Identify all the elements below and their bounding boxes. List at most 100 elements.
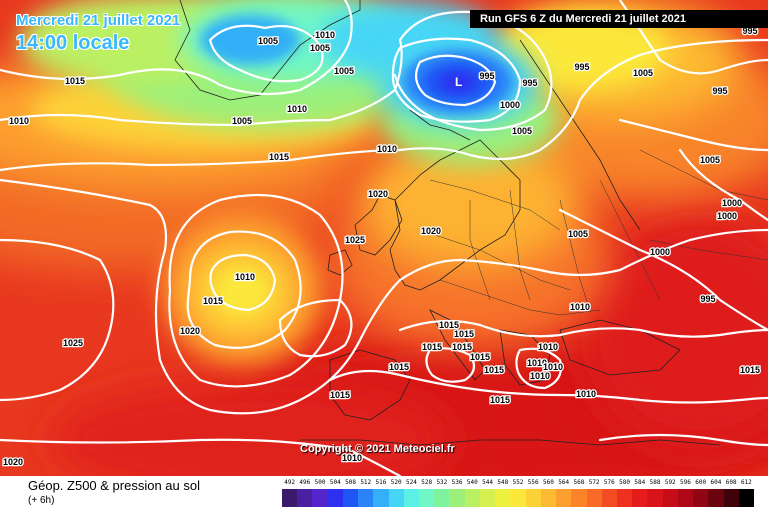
scale-swatch [662,489,679,507]
scale-tick-label: 584 [634,479,646,486]
scale-tick-label: 512 [360,479,372,486]
isobar-label: 1015 [269,152,289,162]
isobar-label: 1015 [490,395,510,405]
scale-swatch [312,489,329,507]
color-scale: 492 496 500 504 508 512 516 520 524 528 532 536 540 5… [282,479,755,509]
scale-tick-label: 492 [284,479,296,486]
scale-tick-label: 564 [558,479,570,486]
scale-swatch [327,489,344,507]
scale-swatch [616,489,633,507]
scale-swatch [540,489,557,507]
scale-swatch [388,489,405,507]
isobar-label: 1025 [345,235,365,245]
isobar-label: 1020 [421,226,441,236]
isobar-label: 1005 [232,116,252,126]
scale-tick-label: 580 [619,479,630,486]
scale-tick-label: 612 [740,479,752,486]
isobar-label: 995 [522,78,537,88]
isobar-label: 1010 [235,272,255,282]
isobar-label: 1000 [650,247,670,257]
isobar-label: 1005 [700,155,720,165]
scale-tick-label: 592 [664,479,676,486]
scale-tick-label: 596 [680,479,691,486]
scale-swatch [434,489,450,507]
isobar-label: 995 [574,62,589,72]
isobar-labels: 1005 1010 1005 1005 1010 1005 1015 1010 1015 1010… [2,25,762,469]
scale-swatch [282,489,298,507]
scale-swatch [495,489,511,507]
map-footer: Géop. Z500 & pression au sol (+ 6h) 492 4… [0,476,768,512]
isobar-label: 1010 [527,358,547,368]
isobar-label: 1015 [452,342,472,352]
scale-swatch [403,489,420,507]
scale-swatch [738,489,755,507]
scale-swatch [358,489,374,507]
isobar-label: 1010 [9,116,29,126]
valid-date: Mercredi 21 juillet 2021 [16,12,181,29]
geopotential-map: L 10051010100510051010100510151010101510… [0,0,768,476]
scale-swatch [449,489,466,507]
isobar-label: 1010 [530,371,550,381]
isobar-label: 1020 [368,189,388,199]
isobar-label: 1015 [470,352,490,362]
isobar-label: 1000 [717,211,737,221]
scale-swatch [510,489,527,507]
scale-tick-label: 556 [527,479,539,486]
isobar-label: 1005 [512,126,532,136]
scale-tick-label: 568 [573,479,585,486]
isobar-label: 1010 [570,302,590,312]
low-pressure-marker: L [455,75,462,89]
model-run-label: Run GFS 6 Z du Mercredi 21 juillet 2021 [470,10,768,28]
isobar-label: 1015 [439,320,459,330]
isobar-label: 1010 [287,104,307,114]
isobar-label: 1015 [330,390,350,400]
isobars [0,0,768,476]
isobar-label: 1005 [310,43,330,53]
scale-tick-label: 520 [390,479,402,486]
scale-tick-label: 516 [375,479,387,486]
scale-tick-label: 604 [710,479,722,486]
scale-tick-label: 548 [497,479,509,486]
scale-tick-label: 572 [588,479,600,486]
scale-tick-label: 600 [695,479,707,486]
scale-tick-label: 608 [725,479,737,486]
scale-swatch [677,489,694,507]
scale-tick-label: 552 [512,479,524,486]
coastlines [174,0,721,446]
weather-map: L 1005 1010 1005 1005 1010 1005 1015 1010 1015 10… [0,0,768,476]
scale-swatch [342,489,359,507]
scale-swatch [373,489,390,507]
scale-swatch [586,489,603,507]
scale-tick-label: 540 [466,479,478,486]
forecast-step: (+ 6h) [28,495,55,506]
isobar-label: 1015 [389,362,409,372]
isobar-label: 1015 [422,342,442,352]
scale-tick-label: 588 [649,479,661,486]
scale-tick-label: 536 [451,479,463,486]
copyright: Copyright © 2021 Meteociel.fr [300,443,455,455]
scale-tick-label: 496 [299,479,311,486]
scale-tick-label: 500 [314,479,326,486]
isobar-label: 1015 [484,365,504,375]
isobar-label: 1000 [500,100,520,110]
scale-tick-label: 524 [405,479,417,486]
isobar-label: 995 [712,86,727,96]
scale-swatch [708,489,725,507]
isobar-label: 995 [479,71,494,81]
isobar-label: 1010 [576,389,596,399]
scale-swatch [601,489,618,507]
isobar-label: 1015 [203,296,223,306]
map-title: Géop. Z500 & pression au sol [28,478,200,493]
scale-swatch [419,489,435,507]
scale-tick-label: 532 [436,479,448,486]
scale-tick-label: 560 [543,479,554,486]
scale-swatch [464,489,481,507]
isobar-label: 1005 [633,68,653,78]
isobar-label: 1010 [315,30,335,40]
isobar-label: 1015 [65,76,85,86]
isobar-label: 1015 [454,329,474,339]
isobar-label: 1025 [63,338,83,348]
scale-swatch [479,489,496,507]
isobar-label: 1020 [180,326,200,336]
scale-swatch [632,489,648,507]
